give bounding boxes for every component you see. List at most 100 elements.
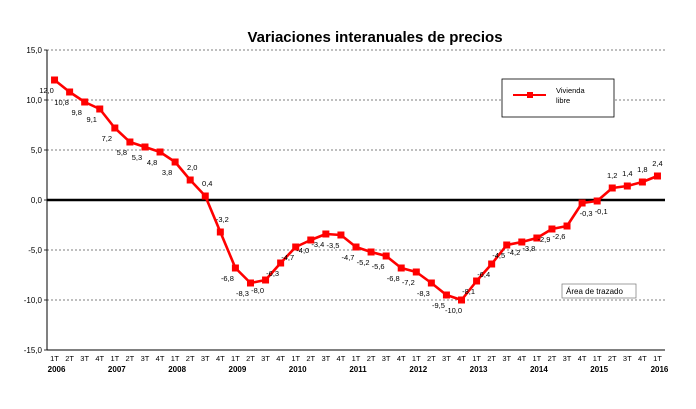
x-tick-label: 1T [171,354,180,363]
data-label: 0,4 [202,179,212,188]
x-year-label: 2014 [530,365,548,374]
data-point [156,148,164,156]
data-label: -4,2 [507,248,520,257]
data-point [262,276,270,284]
data-label: -4,7 [281,253,294,262]
y-tick-label: -15,0 [24,346,43,355]
data-point [382,252,390,260]
x-tick-label: 3T [502,354,511,363]
x-tick-label: 3T [261,354,270,363]
x-tick-label: 3T [201,354,210,363]
data-label: -6,8 [387,274,400,283]
x-tick-label: 4T [156,354,165,363]
data-label: -5,6 [372,262,385,271]
data-point [412,268,420,276]
x-tick-label: 1T [352,354,361,363]
data-label: -6,8 [221,274,234,283]
data-label: -2,9 [537,235,550,244]
data-point [126,138,134,146]
data-point [186,176,194,184]
x-year-label: 2008 [168,365,186,374]
x-tick-label: 4T [638,354,647,363]
data-point [503,241,511,249]
x-tick-label: 2T [548,354,557,363]
x-tick-label: 2T [65,354,74,363]
x-tick-label: 4T [517,354,526,363]
x-year-label: 2007 [108,365,126,374]
x-axis-ticks: 1T 2T 3T 4T 1T 2T 3T 4T 1T 2T 3T 4T 1T 2T 3T 4T 1T 2T 3T 4T… [48,354,669,374]
x-tick-label: 1T [412,354,421,363]
data-label: 1,8 [637,165,647,174]
x-tick-label: 4T [216,354,225,363]
x-tick-label: 2T [186,354,195,363]
data-label: 9,1 [87,115,97,124]
data-label: -7,2 [402,278,415,287]
data-label: 4,8 [147,158,157,167]
data-label: -6,3 [266,269,279,278]
x-tick-label: 3T [623,354,632,363]
data-label: -8,3 [417,289,430,298]
data-label: 7,2 [102,134,112,143]
data-point [246,279,254,287]
data-point [171,158,179,166]
x-tick-label: 1T [291,354,300,363]
data-label: -3,4 [311,240,324,249]
data-point [96,105,104,113]
legend: Vivienda libre [501,78,615,118]
data-point [458,296,466,304]
x-tick-label: 3T [442,354,451,363]
legend-box [501,78,615,118]
data-label: 9,8 [71,108,81,117]
data-label: -3,5 [326,241,339,250]
x-tick-label: 1T [110,354,119,363]
data-point [563,222,571,230]
x-tick-label: 4T [578,354,587,363]
data-label: 2,0 [187,163,197,172]
data-point [111,124,119,132]
data-point [473,277,481,285]
data-label: 12,0 [39,86,54,95]
x-tick-label: 1T [50,354,59,363]
data-label: -3,2 [216,215,229,224]
y-tick-label: 5,0 [31,146,43,155]
x-tick-label: 1T [472,354,481,363]
data-point [367,248,375,256]
data-point [352,243,360,251]
data-label: 5,8 [117,148,127,157]
data-point [548,225,556,233]
data-label: 1,2 [607,171,617,180]
data-label: 10,8 [54,98,69,107]
x-tick-label: 2T [608,354,617,363]
data-point [337,231,345,239]
x-year-label: 2016 [651,365,669,374]
plot-area-tooltip-box [561,283,637,299]
data-point [66,88,74,96]
data-point [231,264,239,272]
data-label: -4,0 [296,246,309,255]
data-label: -0,1 [595,207,608,216]
x-tick-label: 4T [95,354,104,363]
data-label: 2,4 [652,159,662,168]
data-label: -10,0 [445,306,462,315]
data-point [201,192,209,200]
x-year-label: 2013 [470,365,488,374]
data-point [578,199,586,207]
data-point [518,238,526,246]
data-label: -8,3 [236,289,249,298]
data-point [277,259,285,267]
data-point [623,182,631,190]
x-year-label: 2009 [229,365,247,374]
data-point [608,184,616,192]
data-label: -9,5 [432,301,445,310]
x-tick-label: 4T [397,354,406,363]
data-label: 5,3 [132,153,142,162]
data-point [427,279,435,287]
data-labels: 12,010,89,8 9,1 7,2 5,8 5,3 4,8 3,8 2,0 0,4 -3,2 -… [39,86,662,315]
data-point [533,234,541,242]
data-point [307,236,315,244]
data-point [638,178,646,186]
x-tick-label: 4T [457,354,466,363]
x-tick-label: 2T [246,354,255,363]
x-year-label: 2011 [349,365,367,374]
x-tick-label: 2T [427,354,436,363]
